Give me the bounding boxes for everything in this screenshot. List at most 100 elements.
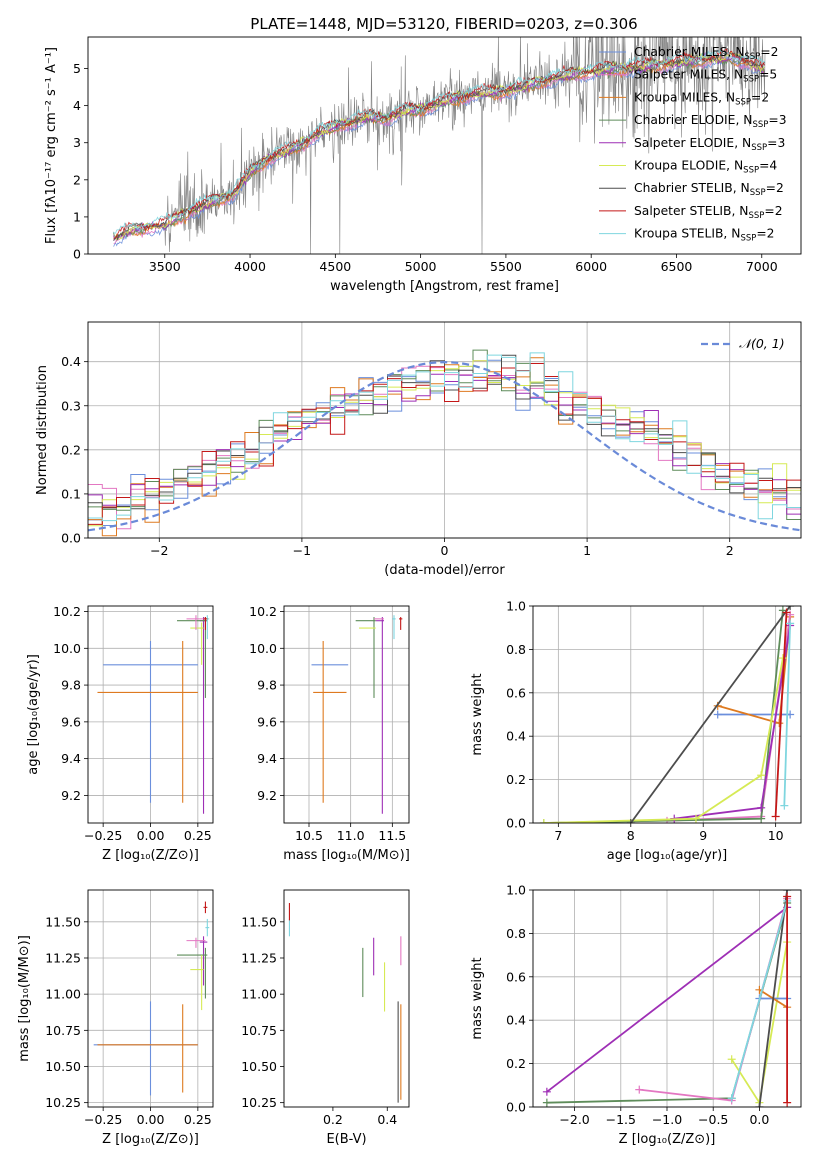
y-tick-label: 0.3 (61, 398, 81, 413)
legend-entry: Chabrier ELODIE, NSSP=3 (634, 113, 787, 130)
model-spectrum-chabrier-miles (113, 55, 765, 247)
axes-frame (532, 889, 802, 1108)
y-tick-label: 10.0 (249, 641, 277, 656)
residuals-panel: −2 −1 0 1 2 0.0 0.1 0.2 0.3 0.4 (data-model)/error… (35, 321, 802, 578)
weight-line-salpeter-elodie (546, 906, 788, 1093)
weight-line-salpeter-stelib (774, 612, 788, 817)
x-tick-label: −2.0 (559, 1112, 589, 1127)
weight-line-kroupa-miles (717, 616, 791, 725)
axes-frame (283, 605, 410, 824)
x-tick-label: 7 (554, 828, 562, 843)
y-tick-label: 0.4 (506, 1013, 526, 1028)
y-tick-label: 10.0 (53, 641, 81, 656)
y-tick-label: 0.1 (61, 486, 81, 501)
weight-point-kroupa-elodie (727, 1055, 736, 1064)
y-tick-label: 0.8 (506, 642, 526, 657)
spectrum-legend: Chabrier MILES, NSSP=2 Salpeter MILES, NS… (599, 45, 787, 244)
x-tick-label: 0.25 (184, 828, 212, 843)
y-tick-label: 9.8 (257, 678, 277, 693)
y-axis-label: mass weight (470, 673, 485, 755)
legend-entry: Chabrier STELIB, NSSP=2 (634, 181, 784, 198)
y-axis-label: mass [log₁₀(M/M⊙)] (17, 935, 32, 1062)
y-tick-label: 0.4 (61, 354, 81, 369)
weight-point-salpeter-stelib (783, 1098, 792, 1107)
weight-point-salpeter-miles (635, 1085, 644, 1094)
y-tick-label: 0.4 (506, 729, 526, 744)
y-tick-label: 9.2 (61, 788, 81, 803)
y-tick-label: 10.50 (45, 1059, 81, 1074)
weight-point-chabrier-elodie (757, 814, 766, 823)
y-tick-label: 4 (73, 98, 81, 113)
weight-point-salpeter-elodie (757, 803, 766, 812)
x-axis-label: wavelength [Angstrom, rest frame] (330, 279, 559, 294)
y-tick-label: 11.50 (45, 914, 81, 929)
y-tick-label: 0.2 (61, 442, 81, 457)
weight-line-kroupa-stelib (730, 900, 788, 1099)
x-tick-label: 7000 (746, 259, 778, 274)
y-tick-label: 0.6 (506, 685, 526, 700)
x-tick-label: 11.0 (337, 828, 365, 843)
legend-entry: Kroupa MILES, NSSP=2 (634, 90, 769, 107)
y-tick-label: 11.25 (45, 950, 81, 965)
y-tick-label: 10.25 (45, 1095, 81, 1110)
x-tick-label: −1 (293, 543, 311, 558)
x-tick-label: 0.00 (137, 1112, 165, 1127)
weight-point-kroupa-elodie (539, 819, 548, 823)
y-tick-label: 9.4 (257, 751, 277, 766)
weight-point-salpeter-miles (786, 610, 795, 619)
axes-frame (87, 605, 214, 824)
y-tick-label: 9.4 (61, 751, 81, 766)
y-tick-label: 0.0 (506, 1100, 526, 1115)
y-tick-label: 9.6 (257, 714, 277, 729)
x-tick-label: 11.5 (378, 828, 406, 843)
y-tick-label: 0.2 (506, 772, 526, 787)
legend-entry: Salpeter MILES, NSSP=5 (634, 68, 777, 85)
x-tick-label: 0.0 (749, 1112, 769, 1127)
y-tick-label: 11.00 (241, 987, 277, 1002)
plot-area (288, 903, 402, 1103)
x-tick-label: 9 (699, 828, 707, 843)
plot-area (311, 615, 403, 814)
x-tick-label: 6500 (661, 259, 693, 274)
y-tick-label: 10.25 (241, 1095, 277, 1110)
plot-area (113, 37, 766, 254)
x-tick-label: 3500 (149, 259, 181, 274)
x-tick-label: −0.5 (698, 1112, 728, 1127)
legend-entry: Chabrier MILES, NSSP=2 (634, 45, 778, 62)
x-tick-label: −1.5 (606, 1112, 636, 1127)
y-tick-label: 0 (73, 247, 81, 262)
x-axis-label: E(B-V) (326, 1132, 366, 1147)
y-tick-label: 1.0 (506, 599, 526, 614)
y-axis-label: Flux [fλ10⁻¹⁷ erg cm⁻² s⁻¹ A⁻¹] (44, 47, 59, 244)
x-axis-label: Z [log₁₀(Z/Z⊙)] (619, 1132, 716, 1147)
plot-area (93, 901, 210, 1096)
y-axis-label: mass weight (470, 957, 485, 1039)
y-tick-label: 2 (73, 172, 81, 187)
y-tick-label: 10.75 (45, 1023, 81, 1038)
weight-point-kroupa-stelib (780, 801, 789, 810)
age-vs-metallicity-panel: −0.25 0.00 0.25 9.2 9.4 9.6 9.8 10.0 10.2 Z [log₁… (26, 604, 214, 863)
weight-point-salpeter-stelib (783, 892, 792, 901)
weight-point-kroupa-stelib (786, 619, 795, 628)
x-tick-label: 4000 (234, 259, 266, 274)
weight-point-chabrier-miles (713, 710, 722, 719)
weight-vs-age-panel: 7 8 9 10 0.0 0.2 0.4 0.6 0.8 1.0 age [log₁₀(age/yr… (470, 599, 802, 863)
y-tick-label: 9.2 (257, 788, 277, 803)
x-tick-label: 5000 (405, 259, 437, 274)
x-tick-label: 0.00 (137, 828, 165, 843)
weight-line-kroupa-elodie (543, 657, 784, 823)
y-tick-label: 11.00 (45, 987, 81, 1002)
plot-area (88, 349, 801, 537)
plot-area (539, 606, 795, 823)
x-tick-label: 1 (583, 543, 591, 558)
x-axis-label: mass [log₁₀(M/M⊙)] (283, 848, 410, 863)
axes-frame (87, 36, 802, 255)
y-axis-label: Normed distribution (35, 365, 50, 495)
y-tick-label: 11.25 (241, 950, 277, 965)
weight-point-chabrier-elodie (542, 1098, 551, 1107)
legend-entry: Salpeter ELODIE, NSSP=3 (634, 136, 785, 153)
normal-distribution-curve (88, 360, 801, 532)
x-tick-label: 4500 (319, 259, 351, 274)
model-spectrum-kroupa-stelib (113, 48, 765, 234)
x-tick-label: 2 (726, 543, 734, 558)
